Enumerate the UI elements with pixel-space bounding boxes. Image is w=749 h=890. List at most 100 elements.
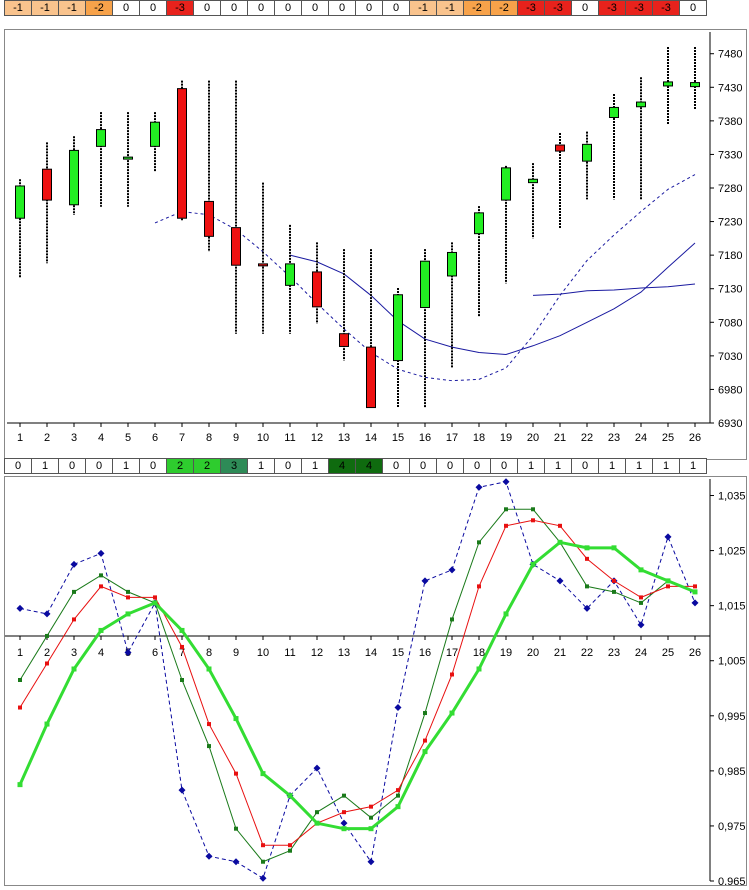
series-point <box>612 578 616 583</box>
series-point <box>477 584 481 589</box>
y-tick-label: 0,985 <box>718 766 746 778</box>
mid-strip-cell: 1 <box>31 458 59 474</box>
y-tick-label: 0,995 <box>718 711 746 723</box>
series-point <box>125 611 131 617</box>
mid-strip-cell: 0 <box>274 458 302 474</box>
series-point <box>691 599 699 607</box>
series-point <box>261 843 265 848</box>
series-point <box>205 852 213 860</box>
series-point <box>504 507 508 512</box>
candle-up <box>393 294 403 362</box>
series-point <box>341 826 347 832</box>
mid-strip-cell: 0 <box>409 458 437 474</box>
top-strip-cell: 0 <box>193 0 221 16</box>
mid-strip-cell: 0 <box>436 458 464 474</box>
series-point <box>585 556 589 561</box>
x-tick-label: 26 <box>689 432 701 444</box>
candle-up <box>609 106 619 119</box>
x-tick-label: 18 <box>473 647 485 659</box>
top-strip-cell: -1 <box>4 0 32 16</box>
series-point <box>664 533 672 541</box>
x-tick-label: 4 <box>98 432 104 444</box>
top-strip-cell: 0 <box>301 0 329 16</box>
overlay-series-line <box>154 174 696 382</box>
candle-up <box>285 263 295 286</box>
candle-down <box>204 200 214 237</box>
x-tick-label: 4 <box>98 647 104 659</box>
x-tick-label: 9 <box>233 432 239 444</box>
series-point <box>368 826 374 832</box>
series-point <box>666 584 670 589</box>
mid-strip-cell: 2 <box>193 458 221 474</box>
y-tick-label: 7130 <box>718 284 742 296</box>
series-point <box>232 858 240 866</box>
mid-strip-cell: 0 <box>4 458 32 474</box>
series-point <box>342 810 346 815</box>
y-tick-label: 7330 <box>718 149 742 161</box>
x-tick-label: 20 <box>527 647 539 659</box>
series-point <box>207 722 211 727</box>
top-strip-cell: -3 <box>166 0 194 16</box>
series-point <box>72 617 76 622</box>
series-point <box>637 621 645 629</box>
top-strip-cell: -2 <box>463 0 491 16</box>
y-tick-label: 6930 <box>718 418 742 430</box>
mid-strip-cell: 0 <box>85 458 113 474</box>
series-point <box>611 545 617 551</box>
series-point <box>396 793 400 798</box>
mid-strip-cell: 1 <box>652 458 680 474</box>
x-tick-label: 7 <box>179 432 185 444</box>
signal-strip-top: -1 -1 -1 -2 0 0 -3 0 0 0 0 0 0 0 0 -1 -1 -2 -2 -3 -3 0 -3 -3 -3 0 <box>4 0 707 16</box>
series-point <box>422 749 428 755</box>
x-tick-label: 12 <box>311 432 323 444</box>
x-tick-label: 14 <box>365 432 377 444</box>
series-point <box>692 589 698 595</box>
indicator-series-line <box>19 481 696 880</box>
mid-strip-cell: 4 <box>355 458 383 474</box>
series-point <box>423 711 427 716</box>
series-point <box>395 804 401 810</box>
candle-up <box>123 156 133 160</box>
series-point <box>44 721 50 727</box>
x-tick-label: 13 <box>338 432 350 444</box>
y-tick-label: 7480 <box>718 49 742 61</box>
candle-up <box>663 81 673 87</box>
x-tick-label: 21 <box>554 432 566 444</box>
mid-strip-cell: 4 <box>328 458 356 474</box>
series-point <box>152 600 158 606</box>
y-tick-label: 0,965 <box>718 876 746 885</box>
mid-strip-cell: 1 <box>625 458 653 474</box>
series-point <box>639 600 643 605</box>
indicator-series-line <box>19 508 696 863</box>
mid-strip-cell: 1 <box>301 458 329 474</box>
x-tick-label: 15 <box>392 432 404 444</box>
candle-up <box>582 143 592 162</box>
series-point <box>504 523 508 528</box>
x-tick-label: 7 <box>179 647 185 659</box>
y-tick-label: 1,005 <box>718 656 746 668</box>
series-point <box>72 589 76 594</box>
series-point <box>367 858 375 866</box>
mid-strip-cell: 0 <box>571 458 599 474</box>
indicator-series-line <box>18 540 696 831</box>
series-point <box>99 584 103 589</box>
top-strip-cell: -1 <box>58 0 86 16</box>
top-strip-cell: -1 <box>31 0 59 16</box>
series-point <box>233 716 239 722</box>
x-tick-label: 17 <box>446 432 458 444</box>
series-point <box>260 771 266 777</box>
series-point <box>180 644 184 649</box>
series-point <box>396 788 400 793</box>
series-point <box>449 710 455 716</box>
candle-up <box>15 185 25 219</box>
candle-up <box>528 178 538 184</box>
series-point <box>288 848 292 853</box>
mid-strip-cell: 0 <box>490 458 518 474</box>
candle-down <box>231 227 241 266</box>
series-point <box>558 523 562 528</box>
x-tick-label: 3 <box>71 647 77 659</box>
top-strip-cell: -3 <box>652 0 680 16</box>
y-tick-label: 7180 <box>718 250 742 262</box>
series-point <box>340 819 348 827</box>
candle-down <box>366 346 376 409</box>
